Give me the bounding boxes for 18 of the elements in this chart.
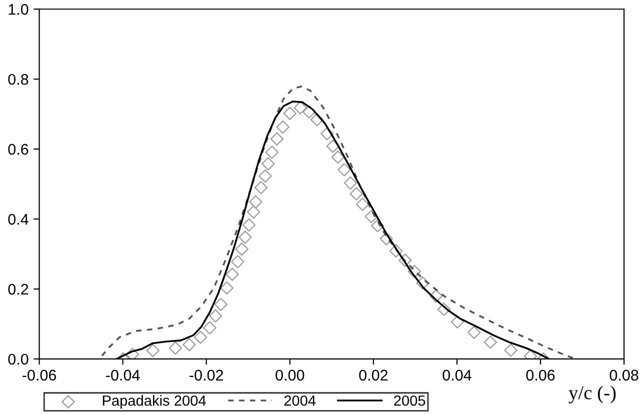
y-tick-label: 0.8: [8, 74, 28, 85]
x-tick-label: 0.02: [359, 370, 388, 381]
x-tick-label: -0.02: [190, 370, 223, 381]
y-tick-label: 0.0: [8, 354, 28, 365]
legend-label: 2004: [284, 395, 316, 406]
legend-label: Papadakis 2004: [102, 395, 206, 409]
x-axis-title: y/c (-): [568, 386, 616, 404]
y-tick-label: 1.0: [8, 4, 28, 15]
x-tick-label: -0.04: [106, 370, 140, 381]
legend-label: 2005: [394, 395, 426, 406]
x-tick-label: 0.04: [442, 370, 472, 381]
x-tick-label: -0.06: [22, 370, 56, 381]
x-tick-label: 0.00: [276, 370, 304, 381]
y-tick-label: 0.4: [8, 214, 28, 225]
x-tick-label: 0.06: [526, 370, 555, 381]
x-tick-label: 0.08: [610, 370, 638, 381]
y-tick-label: 0.6: [8, 144, 28, 155]
y-tick-label: 0.2: [8, 284, 28, 295]
